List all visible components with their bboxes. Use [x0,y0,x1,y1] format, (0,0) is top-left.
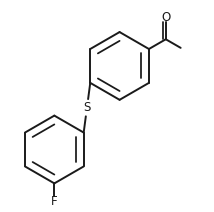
Text: S: S [83,101,91,114]
Text: O: O [161,11,170,24]
Text: F: F [51,195,58,208]
